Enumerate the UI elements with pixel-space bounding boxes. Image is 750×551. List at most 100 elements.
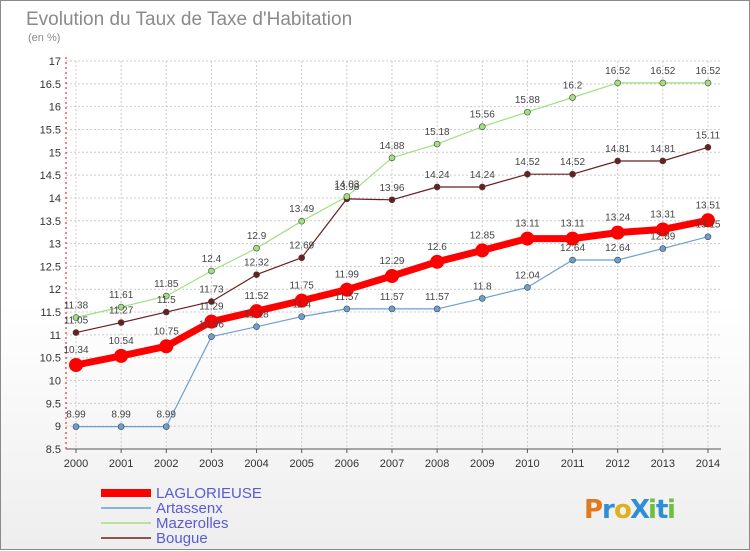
x-tick-label: 2010: [515, 458, 539, 470]
proxiti-logo: Pr oXi ti: [584, 495, 676, 525]
legend-label-laglorieuse: LAGLORIEUSE: [156, 485, 262, 502]
data-point-artassenx: [478, 295, 486, 302]
data-point-laglorieuse: [430, 254, 445, 269]
data-point-laglorieuse: [114, 348, 129, 363]
x-tick-label: 2001: [109, 458, 133, 470]
data-point-laglorieuse: [475, 243, 490, 258]
data-point-laglorieuse: [294, 293, 309, 308]
data-point-laglorieuse: [700, 213, 715, 228]
data-label-bougue: 14.24: [470, 170, 495, 181]
x-tick-label: 2013: [651, 458, 675, 470]
data-point-laglorieuse: [520, 231, 535, 246]
data-label-laglorieuse: 13.31: [650, 209, 675, 220]
data-point-mazerolles: [208, 267, 215, 275]
data-point-artassenx: [343, 305, 351, 313]
x-tick-label: 2000: [64, 458, 88, 470]
data-point-artassenx: [298, 313, 306, 320]
data-label-bougue: 12.32: [244, 258, 269, 269]
x-tick-label: 2006: [335, 458, 359, 470]
y-tick-label: 14: [49, 193, 61, 205]
y-tick-label: 11: [50, 330, 61, 342]
data-label-artassenx: 8.99: [111, 410, 131, 421]
y-tick-label: 16.5: [40, 79, 61, 91]
y-tick-label: 14.5: [40, 170, 61, 182]
data-point-artassenx: [72, 423, 80, 430]
data-label-bougue: 14.81: [650, 144, 675, 155]
data-label-bougue: 15.11: [696, 130, 721, 141]
data-point-bougue: [72, 329, 80, 336]
data-point-laglorieuse: [565, 231, 580, 246]
data-point-bougue: [117, 319, 125, 326]
data-label-mazerolles: 16.52: [605, 66, 630, 77]
data-point-mazerolles: [569, 94, 576, 101]
data-label-artassenx: 10.96: [199, 320, 224, 331]
legend-label-mazerolles: Mazerolles: [156, 515, 229, 532]
data-point-mazerolles: [388, 154, 396, 162]
data-point-artassenx: [569, 256, 576, 264]
data-point-mazerolles: [614, 79, 621, 87]
data-label-laglorieuse: 12.85: [470, 230, 495, 241]
data-label-mazerolles: 14.03: [334, 180, 359, 191]
data-label-bougue: 11.5: [157, 295, 176, 306]
data-label-mazerolles: 12.9: [247, 231, 267, 242]
x-tick-label: 2009: [470, 458, 494, 470]
data-label-mazerolles: 15.18: [425, 127, 450, 138]
y-tick-label: 10.5: [40, 353, 61, 365]
y-tick-label: 8.5: [46, 444, 61, 456]
data-point-artassenx: [524, 284, 531, 291]
data-label-artassenx: 11.57: [425, 292, 450, 303]
chart-subtitle: (en %): [28, 32, 60, 44]
data-label-laglorieuse: 10.54: [109, 336, 134, 347]
data-label-bougue: 14.52: [515, 157, 540, 168]
data-point-artassenx: [388, 305, 396, 313]
y-tick-label: 11.5: [40, 307, 61, 319]
data-point-artassenx: [659, 245, 667, 252]
y-tick-label: 9: [55, 421, 61, 433]
series-layer: [69, 79, 715, 430]
x-tick-label: 2014: [696, 458, 720, 470]
data-point-laglorieuse: [204, 314, 219, 329]
data-point-bougue: [524, 170, 531, 178]
data-label-bougue: 11.05: [64, 316, 89, 327]
logo-letter: i: [667, 495, 676, 525]
logo-letter: i: [648, 495, 657, 525]
y-tick-label: 17: [49, 56, 61, 68]
data-label-bougue: 14.52: [560, 157, 585, 168]
x-tick-label: 2012: [605, 458, 629, 470]
data-label-laglorieuse: 11.29: [199, 302, 224, 313]
data-point-mazerolles: [659, 79, 667, 87]
data-label-artassenx: 11.57: [335, 292, 360, 303]
logo-letter: X: [630, 495, 650, 525]
logo-letter: P: [584, 495, 603, 525]
data-point-laglorieuse: [655, 222, 670, 237]
x-tick-label: 2008: [425, 458, 449, 470]
data-label-mazerolles: 16.2: [563, 81, 583, 92]
data-label-bougue: 13.96: [379, 183, 404, 194]
data-label-mazerolles: 16.52: [695, 66, 720, 77]
y-tick-label: 16: [49, 102, 61, 114]
data-label-artassenx: 12.04: [515, 270, 540, 281]
data-label-artassenx: 13.15: [695, 220, 720, 231]
data-label-bougue: 14.81: [605, 144, 630, 155]
data-point-artassenx: [208, 333, 215, 341]
data-label-laglorieuse: 10.34: [63, 345, 88, 356]
logo-letter: r: [602, 495, 615, 525]
x-tick-label: 2011: [561, 458, 585, 470]
data-point-artassenx: [117, 423, 125, 430]
data-point-mazerolles: [524, 108, 531, 116]
data-point-mazerolles: [704, 79, 712, 87]
logo-letter: t: [656, 495, 668, 525]
data-label-mazerolles: 13.49: [289, 204, 314, 215]
data-label-artassenx: 8.99: [157, 410, 177, 421]
legend-label-artassenx: Artassenx: [156, 500, 223, 517]
data-point-laglorieuse: [339, 282, 354, 297]
y-tick-label: 9.5: [46, 398, 61, 410]
data-point-laglorieuse: [384, 268, 399, 283]
data-label-laglorieuse: 12.29: [379, 256, 404, 267]
data-label-mazerolles: 16.52: [650, 66, 675, 77]
x-tick-label: 2007: [380, 458, 404, 470]
data-point-laglorieuse: [249, 304, 264, 319]
legend-label-bougue: Bougue: [156, 530, 208, 547]
data-point-mazerolles: [298, 217, 306, 225]
